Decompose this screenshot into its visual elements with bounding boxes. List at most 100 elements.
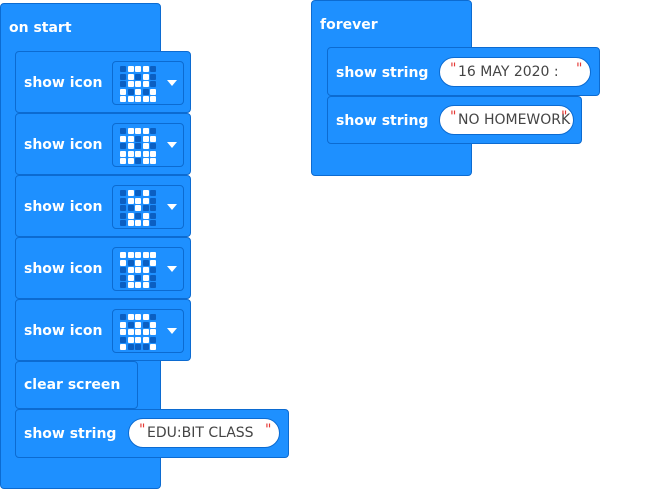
led-cell: [135, 150, 141, 157]
led-cell: [127, 81, 134, 87]
led-cell: [135, 252, 141, 258]
led-cell: [120, 66, 126, 72]
show-string-label: show string: [336, 65, 429, 81]
open-quote: ": [450, 61, 457, 77]
led-cell: [150, 282, 156, 288]
show-icon-label: show icon: [24, 323, 103, 339]
led-cell: [127, 205, 134, 211]
led-cell: [135, 259, 141, 266]
led-cell: [135, 274, 141, 281]
led-cell: [142, 274, 149, 281]
led-cell: [135, 336, 141, 343]
icon-dropdown[interactable]: [112, 309, 184, 353]
led-cell: [127, 143, 134, 149]
led-cell: [127, 267, 134, 273]
led-cell: [135, 344, 141, 350]
led-cell: [142, 88, 149, 95]
show-icon-block[interactable]: show icon: [15, 237, 191, 299]
show-icon-block[interactable]: show icon: [15, 113, 191, 175]
close-quote: ": [576, 61, 583, 77]
open-quote: ": [450, 109, 457, 125]
show-string-block-date[interactable]: show string " 16 MAY 2020 : ": [327, 47, 600, 96]
led-cell: [127, 329, 134, 335]
led-cell: [142, 344, 149, 350]
led-matrix-icon: [120, 190, 156, 226]
string-value: EDU:BIT CLASS: [147, 425, 254, 441]
forever-label: forever: [320, 17, 378, 33]
close-quote: ": [561, 109, 568, 125]
led-cell: [135, 220, 141, 226]
caret-down-icon: [167, 328, 177, 334]
show-icon-block[interactable]: show icon: [15, 175, 191, 237]
led-cell: [135, 314, 141, 320]
led-cell: [120, 259, 126, 266]
open-quote: ": [139, 422, 146, 438]
led-cell: [150, 274, 156, 281]
show-string-label: show string: [336, 113, 429, 129]
led-cell: [135, 212, 141, 219]
led-cell: [150, 205, 156, 211]
led-cell: [135, 267, 141, 273]
led-cell: [120, 128, 126, 134]
led-cell: [135, 135, 141, 142]
string-value: NO HOMEWORK: [458, 112, 571, 128]
string-input-date[interactable]: " 16 MAY 2020 : ": [439, 57, 591, 87]
icon-dropdown[interactable]: [112, 123, 184, 167]
led-cell: [142, 66, 149, 72]
string-input-edu-bit[interactable]: " EDU:BIT CLASS ": [128, 418, 280, 448]
string-input-homework[interactable]: " NO HOMEWORK ": [439, 105, 574, 135]
show-string-block-homework[interactable]: show string " NO HOMEWORK ": [327, 96, 582, 144]
icon-dropdown[interactable]: [112, 247, 184, 291]
led-cell: [150, 321, 156, 328]
led-cell: [135, 128, 141, 134]
icon-dropdown[interactable]: [112, 61, 184, 105]
led-cell: [127, 212, 134, 219]
led-cell: [135, 190, 141, 196]
led-cell: [120, 274, 126, 281]
led-cell: [135, 66, 141, 72]
led-cell: [120, 135, 126, 142]
led-cell: [142, 150, 149, 157]
led-cell: [127, 321, 134, 328]
led-cell: [142, 329, 149, 335]
caret-down-icon: [167, 266, 177, 272]
show-icon-block[interactable]: show icon: [15, 51, 191, 113]
led-cell: [127, 190, 134, 196]
led-cell: [135, 321, 141, 328]
led-cell: [142, 321, 149, 328]
led-cell: [120, 143, 126, 149]
led-cell: [120, 212, 126, 219]
led-cell: [120, 150, 126, 157]
show-icon-block[interactable]: show icon: [15, 299, 191, 361]
led-cell: [120, 197, 126, 204]
led-cell: [135, 158, 141, 164]
led-cell: [120, 73, 126, 80]
led-cell: [150, 267, 156, 273]
led-cell: [120, 282, 126, 288]
led-cell: [127, 220, 134, 226]
led-cell: [150, 143, 156, 149]
led-cell: [142, 158, 149, 164]
led-cell: [142, 282, 149, 288]
led-cell: [127, 150, 134, 157]
led-cell: [142, 336, 149, 343]
led-cell: [150, 88, 156, 95]
led-cell: [127, 252, 134, 258]
show-icon-label: show icon: [24, 137, 103, 153]
led-cell: [142, 220, 149, 226]
led-cell: [150, 128, 156, 134]
led-cell: [142, 212, 149, 219]
led-cell: [142, 197, 149, 204]
led-cell: [150, 314, 156, 320]
led-cell: [150, 329, 156, 335]
show-string-block-start[interactable]: show string " EDU:BIT CLASS ": [15, 409, 289, 458]
led-cell: [120, 336, 126, 343]
clear-screen-block[interactable]: clear screen: [15, 361, 138, 409]
led-cell: [150, 197, 156, 204]
led-cell: [150, 190, 156, 196]
led-cell: [135, 205, 141, 211]
led-cell: [135, 282, 141, 288]
led-cell: [142, 143, 149, 149]
icon-dropdown[interactable]: [112, 185, 184, 229]
led-cell: [127, 344, 134, 350]
